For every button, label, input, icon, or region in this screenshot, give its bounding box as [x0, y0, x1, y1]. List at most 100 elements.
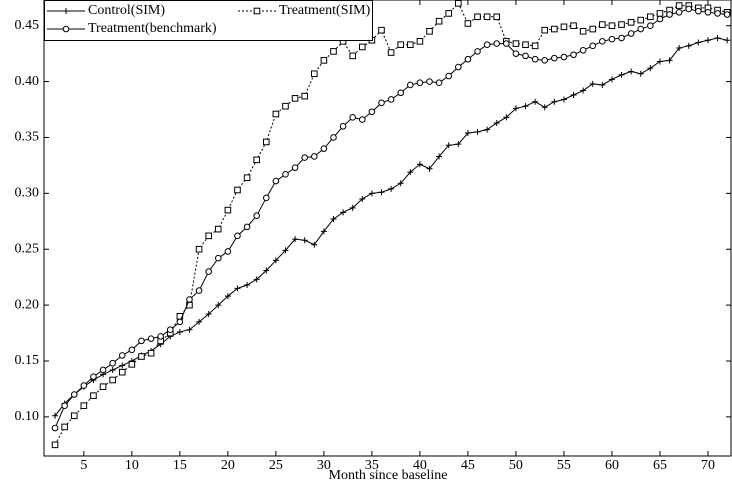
point	[522, 41, 529, 49]
point	[70, 391, 78, 398]
point	[522, 103, 529, 110]
point	[695, 7, 702, 15]
point	[234, 232, 241, 240]
point	[70, 412, 78, 420]
point	[675, 2, 683, 9]
point	[368, 190, 375, 197]
x-tick-label: 25	[269, 458, 283, 473]
point	[310, 70, 318, 78]
point	[243, 223, 251, 231]
x-tick-label: 15	[173, 458, 187, 473]
point	[484, 126, 491, 133]
point	[118, 368, 126, 376]
plot-frame	[43, 0, 732, 457]
point	[80, 382, 88, 389]
point	[51, 424, 59, 432]
point	[637, 25, 645, 33]
point	[532, 98, 539, 105]
point	[109, 359, 116, 367]
point	[378, 99, 385, 107]
point	[560, 53, 568, 61]
point	[618, 34, 625, 42]
point	[637, 16, 645, 24]
point	[666, 11, 673, 18]
legend-label: Treatment(SIM)	[279, 3, 371, 18]
point	[378, 26, 385, 34]
point	[541, 57, 549, 64]
point	[541, 104, 548, 111]
point	[474, 48, 481, 55]
point	[685, 5, 693, 13]
point	[541, 26, 549, 34]
point	[551, 54, 558, 62]
x-tick-label: 30	[317, 458, 331, 473]
point	[330, 216, 337, 223]
point	[320, 145, 328, 152]
point	[138, 337, 145, 345]
point	[647, 13, 654, 21]
point	[243, 174, 251, 182]
point	[234, 186, 241, 194]
x-tick-label: 45	[461, 458, 475, 473]
x-tick-label: 55	[557, 458, 571, 473]
point	[445, 72, 453, 80]
x-tick-label: 65	[653, 458, 667, 473]
point	[493, 13, 501, 21]
point	[330, 48, 337, 55]
point	[205, 268, 212, 275]
point	[675, 8, 683, 16]
point	[704, 8, 712, 16]
y-tick-label: 0.15	[15, 353, 40, 368]
point	[397, 89, 405, 97]
point	[387, 49, 395, 56]
point	[147, 335, 155, 342]
point	[359, 195, 366, 202]
point	[253, 156, 260, 164]
point	[176, 328, 183, 335]
x-tick-label: 10	[125, 458, 139, 473]
point	[368, 108, 376, 116]
point	[339, 122, 347, 130]
point	[272, 110, 280, 118]
point	[282, 247, 289, 254]
legend-label: Control(SIM)	[88, 3, 165, 18]
y-tick-label: 0.30	[15, 186, 40, 201]
point	[435, 79, 443, 87]
point	[292, 236, 299, 243]
point	[176, 318, 184, 326]
point	[723, 11, 731, 18]
point	[397, 41, 405, 49]
x-tick-label: 20	[221, 458, 235, 473]
point	[196, 318, 203, 325]
y-tick-label: 0.45	[15, 18, 40, 33]
point	[195, 287, 203, 294]
point	[397, 180, 404, 187]
point	[570, 92, 577, 98]
point	[99, 366, 107, 374]
point	[118, 352, 126, 359]
point	[724, 37, 731, 44]
point	[282, 171, 289, 178]
point	[301, 154, 308, 161]
point	[560, 23, 568, 31]
y-tick-label: 0.10	[15, 409, 40, 424]
point	[387, 96, 395, 103]
point	[455, 141, 462, 148]
point	[157, 333, 164, 340]
point	[426, 78, 433, 85]
point	[647, 65, 654, 72]
point	[358, 116, 366, 123]
point	[358, 43, 366, 51]
point	[214, 254, 222, 262]
point	[378, 189, 385, 196]
point	[599, 21, 606, 28]
point	[263, 267, 270, 274]
point	[493, 119, 500, 126]
point	[608, 35, 616, 43]
point	[656, 15, 664, 23]
point	[407, 81, 414, 89]
point	[51, 441, 59, 449]
point	[695, 39, 702, 46]
x-tick-label: 50	[509, 458, 523, 473]
